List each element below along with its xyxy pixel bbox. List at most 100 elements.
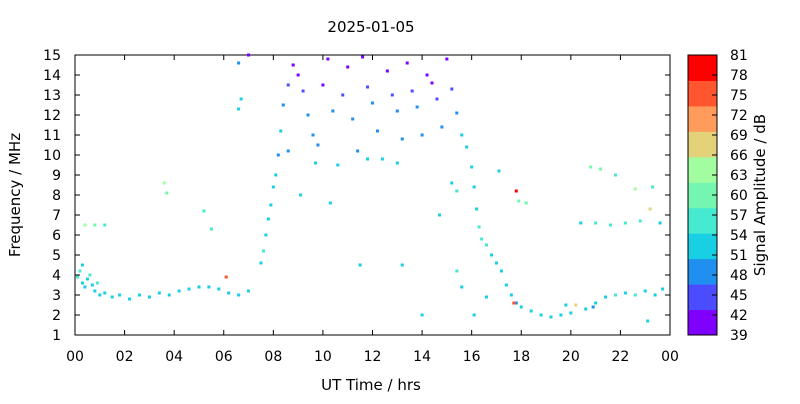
data-point [237, 293, 241, 297]
data-point [358, 263, 362, 267]
data-point [435, 97, 439, 101]
data-point [306, 113, 310, 117]
data-point [450, 181, 454, 185]
data-point [83, 285, 87, 289]
y-tick-label: 15 [43, 48, 61, 64]
data-point [269, 203, 273, 207]
data-point [80, 281, 84, 285]
y-tick-label: 13 [43, 88, 61, 104]
data-point [633, 187, 637, 191]
colorbar-segment [688, 309, 717, 336]
colorbar [687, 54, 718, 336]
data-point [405, 61, 409, 65]
data-point [321, 83, 325, 87]
colorbar-tick-label: 81 [730, 48, 748, 64]
data-point [296, 73, 300, 77]
data-point [157, 291, 161, 295]
data-point [259, 261, 263, 265]
colorbar-segment [688, 156, 717, 183]
data-point [400, 137, 404, 141]
y-tick-label: 8 [52, 188, 61, 204]
data-point [390, 93, 394, 97]
data-point [328, 201, 332, 205]
data-point [341, 93, 345, 97]
x-tick-label: 06 [215, 349, 233, 365]
data-point [455, 111, 459, 115]
data-point [623, 221, 627, 225]
data-point [661, 287, 665, 291]
data-point [599, 167, 603, 171]
x-tick-label: 00 [66, 349, 84, 365]
data-point [594, 301, 598, 305]
data-point [75, 275, 79, 279]
data-point [633, 293, 637, 297]
x-tick-label: 20 [562, 349, 580, 365]
data-point [410, 89, 414, 93]
x-tick-label: 16 [463, 349, 481, 365]
data-point [420, 133, 424, 137]
data-point [366, 85, 370, 89]
data-point [167, 293, 171, 297]
data-point [437, 213, 441, 217]
y-tick-label: 3 [52, 288, 61, 304]
data-point [103, 291, 107, 295]
x-tick-label: 00 [661, 349, 679, 365]
data-point [609, 223, 612, 227]
data-point [237, 107, 241, 111]
x-tick-label: 08 [264, 349, 282, 365]
data-point [301, 89, 305, 93]
y-tick-label: 9 [52, 168, 61, 184]
data-point [336, 163, 340, 167]
colorbar-tick-label: 66 [730, 148, 748, 164]
data-point [313, 161, 317, 165]
y-axis-label: Frequency / MHz [6, 133, 24, 257]
data-point [366, 157, 370, 161]
y-tick-label: 2 [52, 308, 61, 324]
data-point [623, 291, 627, 295]
data-point [589, 165, 593, 169]
data-point [529, 309, 533, 313]
data-point [445, 57, 449, 61]
data-point [450, 87, 454, 91]
data-point [165, 191, 169, 195]
data-point [361, 55, 365, 59]
data-point [261, 249, 265, 253]
data-point [658, 221, 662, 225]
data-point [648, 207, 652, 211]
data-point [227, 291, 231, 295]
data-point [202, 209, 206, 213]
data-point [207, 285, 211, 289]
data-point [118, 293, 122, 297]
data-point [380, 157, 384, 161]
data-point [197, 285, 201, 289]
data-point [274, 173, 278, 177]
data-point [279, 129, 283, 133]
data-point [98, 293, 102, 297]
data-point [638, 219, 642, 223]
data-point [613, 293, 617, 297]
x-tick-label: 02 [116, 349, 134, 365]
colorbar-tick-label: 75 [730, 88, 748, 104]
data-point [477, 225, 481, 229]
data-point [128, 297, 132, 301]
colorbar-tick-label: 72 [730, 108, 748, 124]
data-point [80, 263, 84, 267]
data-point [579, 221, 583, 225]
data-point [460, 285, 464, 289]
data-point [485, 243, 489, 247]
data-point [93, 223, 97, 227]
y-tick-label: 14 [43, 68, 61, 84]
data-point [286, 83, 290, 87]
data-point [485, 295, 489, 299]
colorbar-tick-label: 42 [730, 308, 748, 324]
data-point [371, 101, 374, 105]
data-point [475, 207, 479, 211]
data-point [574, 303, 578, 307]
data-point [514, 301, 518, 305]
y-tick-label: 11 [43, 128, 61, 144]
data-point [646, 319, 650, 323]
data-point [187, 287, 191, 291]
data-point [651, 185, 655, 189]
data-point [504, 283, 508, 287]
